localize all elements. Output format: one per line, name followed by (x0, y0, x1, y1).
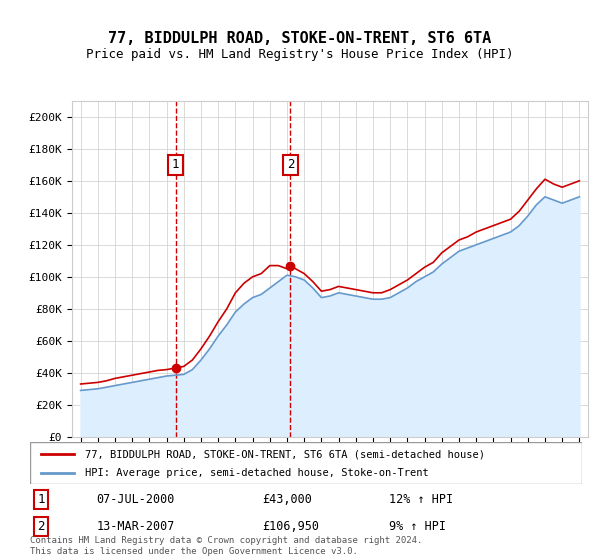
Text: 07-JUL-2000: 07-JUL-2000 (96, 493, 175, 506)
Text: £106,950: £106,950 (262, 520, 319, 533)
Text: 1: 1 (172, 158, 179, 171)
Text: 77, BIDDULPH ROAD, STOKE-ON-TRENT, ST6 6TA (semi-detached house): 77, BIDDULPH ROAD, STOKE-ON-TRENT, ST6 6… (85, 449, 485, 459)
Text: 13-MAR-2007: 13-MAR-2007 (96, 520, 175, 533)
Text: HPI: Average price, semi-detached house, Stoke-on-Trent: HPI: Average price, semi-detached house,… (85, 468, 429, 478)
Text: Price paid vs. HM Land Registry's House Price Index (HPI): Price paid vs. HM Land Registry's House … (86, 48, 514, 60)
Text: 2: 2 (287, 158, 294, 171)
Text: 2: 2 (37, 520, 45, 533)
Text: 1: 1 (37, 493, 45, 506)
Text: 77, BIDDULPH ROAD, STOKE-ON-TRENT, ST6 6TA: 77, BIDDULPH ROAD, STOKE-ON-TRENT, ST6 6… (109, 31, 491, 46)
Text: Contains HM Land Registry data © Crown copyright and database right 2024.
This d: Contains HM Land Registry data © Crown c… (30, 536, 422, 556)
FancyBboxPatch shape (30, 442, 582, 484)
Text: 9% ↑ HPI: 9% ↑ HPI (389, 520, 446, 533)
Text: 12% ↑ HPI: 12% ↑ HPI (389, 493, 453, 506)
Text: £43,000: £43,000 (262, 493, 312, 506)
